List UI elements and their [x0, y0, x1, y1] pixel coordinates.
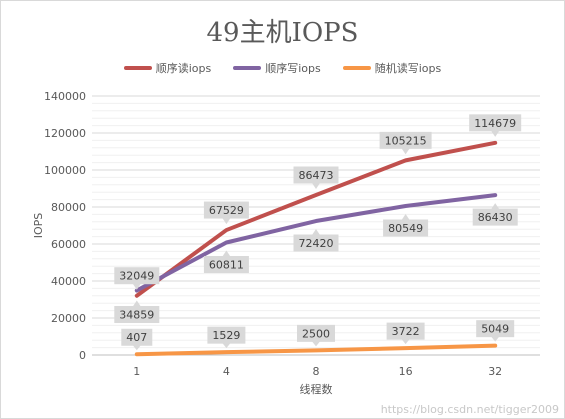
legend-item-seq-write: 顺序写iops [233, 60, 321, 76]
data-label-pointer [491, 336, 500, 342]
data-label-box [472, 208, 518, 226]
x-tick-label: 16 [399, 365, 413, 378]
data-label-s2-2: 2500 [297, 324, 335, 347]
x-tick-label: 1 [133, 365, 140, 378]
data-label-box [114, 306, 160, 324]
data-label-box [297, 324, 335, 342]
legend-swatch-seq-read [123, 66, 152, 70]
legend-swatch-random-rw [342, 66, 371, 70]
data-label-pointer [312, 229, 320, 236]
data-label-text: 5049 [481, 323, 509, 336]
data-label-pointer [222, 343, 231, 349]
y-tick-label: 60000 [51, 238, 86, 251]
data-label-s2-0: 407 [121, 328, 153, 351]
data-label-pointer [132, 300, 141, 307]
x-tick-label: 8 [313, 365, 320, 378]
data-label-pointer [312, 341, 320, 347]
data-label-box [203, 255, 249, 273]
data-label-box [293, 234, 339, 252]
data-label-text: 60811 [209, 258, 244, 271]
data-label-s2-1: 1529 [207, 326, 246, 349]
data-label-s0-4: 114679 [469, 114, 522, 137]
data-label-s1-2: 72420 [293, 229, 339, 252]
data-label-box [203, 201, 249, 219]
data-label-s0-3: 105215 [379, 131, 432, 155]
data-label-pointer [222, 218, 231, 225]
data-label-s0-2: 86473 [293, 166, 339, 190]
legend-item-random-rw: 随机读写iops [342, 60, 442, 76]
data-label-text: 105215 [385, 134, 427, 147]
data-label-text: 72420 [299, 237, 334, 250]
series-line-0 [134, 140, 498, 298]
chart-legend: 顺序读iops 顺序写iops 随机读写iops [0, 60, 565, 76]
data-label-text: 32049 [119, 270, 154, 283]
data-label-s2-4: 5049 [476, 320, 515, 342]
legend-label-seq-write: 顺序写iops [265, 62, 321, 75]
data-label-text: 114679 [474, 117, 516, 130]
data-label-box [386, 322, 425, 340]
y-tick-label: 40000 [51, 275, 86, 288]
series-line-1 [134, 193, 498, 293]
data-label-text: 34859 [119, 309, 154, 322]
data-label-text: 67529 [209, 204, 244, 217]
data-label-pointer [222, 250, 231, 257]
legend-label-random-rw: 随机读写iops [374, 62, 442, 75]
data-label-pointer [401, 339, 410, 345]
data-label-pointer [132, 345, 141, 351]
data-label-box [383, 219, 429, 237]
watermark: https://blog.csdn.net/tigger2009 [380, 403, 559, 416]
data-label-s1-1: 60811 [203, 250, 249, 273]
y-axis-title: IOPS [32, 213, 45, 239]
legend-swatch-seq-write [233, 66, 262, 70]
data-label-pointer [132, 283, 141, 290]
data-label-pointer [312, 183, 320, 190]
data-label-s0-0: 32049 [114, 267, 160, 290]
y-tick-label: 140000 [44, 90, 86, 103]
x-axis-title: 线程数 [300, 382, 333, 396]
y-tick-label: 120000 [44, 127, 86, 140]
data-label-s1-4: 86430 [472, 203, 518, 226]
series-line-2 [134, 343, 498, 357]
chart-title: 49主机IOPS [206, 18, 359, 48]
data-label-s2-3: 3722 [386, 322, 425, 345]
x-tick-label: 4 [223, 365, 230, 378]
data-label-box [293, 166, 339, 184]
data-label-box [207, 326, 246, 344]
data-label-box [469, 114, 522, 132]
data-label-pointer [491, 203, 500, 210]
data-label-text: 2500 [302, 327, 330, 340]
y-tick-label: 20000 [51, 312, 86, 325]
data-label-text: 3722 [392, 325, 420, 338]
y-tick-label: 100000 [44, 164, 86, 177]
data-label-s0-1: 67529 [203, 201, 249, 225]
y-tick-label: 80000 [51, 201, 86, 214]
data-label-box [114, 267, 160, 285]
data-label-box [379, 131, 432, 149]
legend-item-seq-read: 顺序读iops [123, 60, 212, 76]
data-label-pointer [401, 213, 410, 220]
data-label-s1-0: 34859 [114, 300, 160, 324]
data-label-s1-3: 80549 [383, 213, 429, 237]
y-tick-label: 0 [79, 349, 86, 362]
data-label-box [121, 328, 153, 346]
data-label-pointer [401, 148, 410, 155]
data-label-pointer [491, 130, 500, 137]
data-label-text: 1529 [212, 329, 240, 342]
data-label-text: 407 [126, 331, 147, 344]
x-tick-label: 32 [488, 365, 502, 378]
data-label-box [476, 320, 515, 338]
data-label-text: 86473 [299, 169, 334, 182]
data-label-text: 80549 [388, 222, 423, 235]
data-label-text: 86430 [478, 211, 513, 224]
legend-label-seq-read: 顺序读iops [155, 62, 212, 75]
